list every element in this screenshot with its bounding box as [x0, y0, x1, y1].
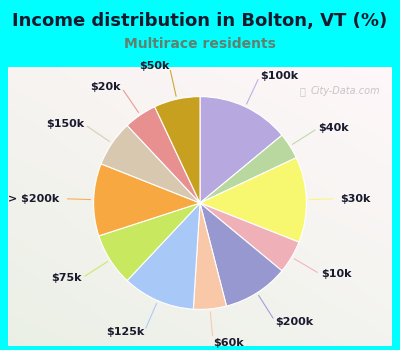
Wedge shape: [200, 158, 306, 242]
Wedge shape: [127, 107, 200, 203]
Text: ⓘ: ⓘ: [300, 86, 306, 96]
Wedge shape: [200, 135, 296, 203]
Text: City-Data.com: City-Data.com: [311, 86, 380, 96]
Text: Multirace residents: Multirace residents: [124, 37, 276, 51]
Wedge shape: [127, 203, 200, 309]
Wedge shape: [101, 125, 200, 203]
Wedge shape: [200, 203, 282, 306]
Text: $60k: $60k: [213, 338, 244, 348]
Wedge shape: [155, 97, 200, 203]
Text: $75k: $75k: [51, 273, 82, 283]
Wedge shape: [193, 203, 226, 309]
Text: > $200k: > $200k: [8, 194, 60, 204]
Text: $30k: $30k: [340, 194, 371, 204]
Text: $100k: $100k: [260, 71, 298, 81]
Wedge shape: [94, 164, 200, 236]
Text: $40k: $40k: [318, 123, 349, 133]
Text: $10k: $10k: [321, 270, 351, 280]
Text: Income distribution in Bolton, VT (%): Income distribution in Bolton, VT (%): [12, 12, 388, 30]
Text: $200k: $200k: [275, 317, 313, 327]
Wedge shape: [200, 203, 299, 271]
Text: $125k: $125k: [106, 327, 144, 337]
Text: $50k: $50k: [139, 61, 169, 71]
Text: $150k: $150k: [46, 119, 84, 129]
Text: $20k: $20k: [90, 82, 121, 92]
Wedge shape: [99, 203, 200, 281]
Wedge shape: [200, 97, 282, 203]
